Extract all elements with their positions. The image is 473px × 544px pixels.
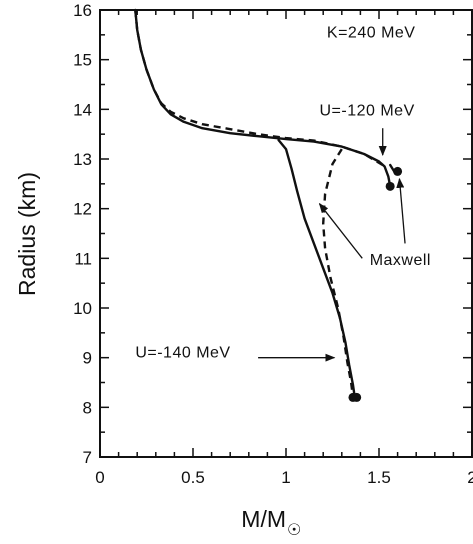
- x-tick-labels: 0 0.5 1 1.5 2: [95, 468, 473, 487]
- annotation-label: U=-140 MeV: [135, 345, 230, 362]
- x-tick-label: 0.5: [181, 468, 205, 487]
- endpoint-dot: [393, 166, 403, 176]
- x-tick-label: 2: [467, 468, 473, 487]
- annotation-arrows: [258, 128, 406, 362]
- solid-curve: [277, 138, 356, 399]
- annotations: K=240 MeV U=-120 MeV Maxwell U=-140 MeV: [135, 24, 431, 362]
- curves: [134, 8, 399, 399]
- x-tick-label: 1.5: [367, 468, 391, 487]
- y-tick-label: 15: [73, 51, 92, 70]
- endpoint-dot: [385, 181, 395, 191]
- y-tick-label: 8: [83, 398, 92, 417]
- y-tick-label: 11: [74, 249, 92, 268]
- x-axis-label: M/M ☉: [241, 506, 301, 539]
- plot-frame: [99, 9, 473, 458]
- x-tick-label: 1: [281, 468, 290, 487]
- y-tick-label: 10: [73, 299, 92, 318]
- annotation-label: U=-120 MeV: [319, 102, 414, 119]
- curve-endpoints: [348, 166, 403, 402]
- sun-symbol: ☉: [287, 522, 301, 539]
- x-axis-label-text: M/M: [241, 506, 286, 532]
- x-tick-label: 0: [95, 468, 104, 487]
- y-tick-label: 16: [73, 1, 92, 20]
- y-axis-label: Radius (km): [14, 172, 40, 296]
- endpoint-dot: [352, 392, 362, 402]
- y-tick-labels: 7 8 9 10 11 12 13 14 15 16: [73, 1, 92, 467]
- y-tick-label: 13: [73, 150, 92, 169]
- maxwell-dashed-curve: [322, 148, 355, 398]
- annotation-arrow: [396, 177, 406, 244]
- y-tick-label: 12: [73, 200, 92, 219]
- annotation-arrow: [318, 202, 363, 259]
- axis-ticks: [99, 9, 473, 458]
- y-tick-label: 9: [83, 349, 92, 368]
- maxwell-dashed-curve: [134, 9, 384, 167]
- y-tick-label: 14: [73, 100, 92, 119]
- annotation-label: Maxwell: [370, 252, 431, 269]
- y-tick-label: 7: [83, 448, 92, 467]
- annotation-label: K=240 MeV: [327, 24, 416, 41]
